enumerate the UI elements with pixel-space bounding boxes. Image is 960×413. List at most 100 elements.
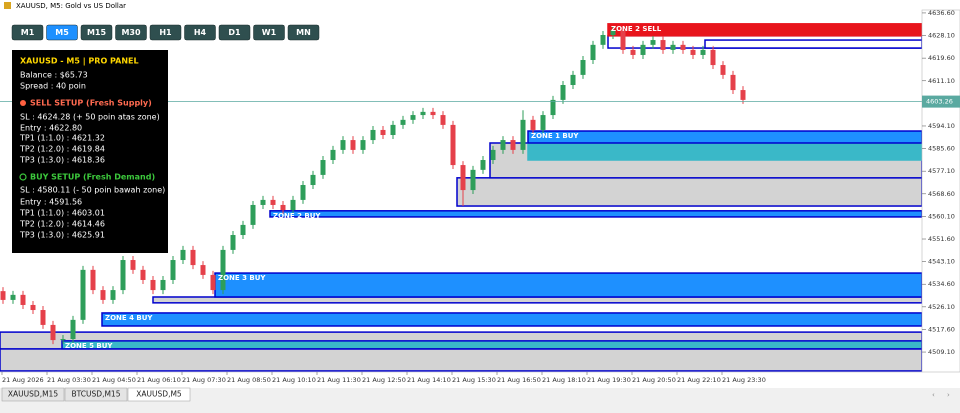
panel-bg bbox=[12, 50, 168, 253]
chart-tab-label[interactable]: BTCUSD,M15 bbox=[72, 390, 121, 399]
timeframe-label[interactable]: M30 bbox=[121, 28, 141, 37]
y-tick-label: 4585.60 bbox=[928, 145, 955, 153]
candle-body bbox=[250, 204, 256, 225]
candle-body bbox=[700, 49, 706, 55]
candle-body bbox=[480, 160, 486, 170]
candle-body bbox=[560, 85, 566, 100]
candle-body bbox=[730, 74, 736, 91]
zone-label: ZONE 5 BUY bbox=[65, 342, 113, 350]
y-tick-label: 4534.60 bbox=[928, 280, 955, 288]
x-tick-label: 21 Aug 08:50 bbox=[227, 376, 271, 384]
zone bbox=[527, 142, 923, 161]
timeframe-label[interactable]: W1 bbox=[262, 28, 277, 37]
x-tick-label: 21 Aug 10:10 bbox=[272, 376, 316, 384]
candle-body bbox=[330, 149, 336, 161]
x-tick-label: 21 Aug 19:30 bbox=[587, 376, 631, 384]
candle-body bbox=[500, 140, 506, 150]
candle-body bbox=[210, 274, 216, 291]
timeframe-label[interactable]: MN bbox=[296, 28, 311, 37]
candle-body bbox=[120, 260, 126, 291]
candle-body bbox=[720, 65, 726, 75]
timeframe-button[interactable] bbox=[253, 24, 285, 41]
bid-label: 4603.26 bbox=[926, 98, 953, 106]
timeframe-label[interactable]: H4 bbox=[194, 28, 207, 37]
zone-label: ZONE 1 SELL bbox=[708, 41, 759, 49]
panel-balance: Balance : $65.73 bbox=[20, 71, 88, 80]
x-tick-label: 21 Aug 06:10 bbox=[137, 376, 181, 384]
window-title: XAUUSD, M5: Gold vs US Dollar bbox=[16, 2, 126, 10]
candle-body bbox=[420, 111, 426, 116]
title-bar bbox=[0, 0, 960, 11]
x-tick-label: 21 Aug 11:30 bbox=[317, 376, 361, 384]
zone bbox=[61, 340, 923, 350]
x-tick-label: 21 Aug 20:50 bbox=[632, 376, 676, 384]
x-tick-label: 21 Aug 04:50 bbox=[92, 376, 136, 384]
chart-tab-label[interactable]: XAUUSD,M5 bbox=[136, 390, 182, 399]
candle-body bbox=[60, 339, 66, 341]
timeframe-bar: M1 M5 M15 M30 H1 H4 D1 W1 MN bbox=[11, 24, 320, 41]
timeframe-button[interactable] bbox=[287, 24, 320, 41]
candle-body bbox=[190, 249, 196, 266]
chart-tab[interactable] bbox=[127, 387, 191, 402]
candle-body bbox=[710, 49, 716, 66]
candle-body bbox=[300, 185, 306, 200]
timeframe-button[interactable] bbox=[184, 24, 216, 41]
zone bbox=[456, 177, 923, 207]
candle-body bbox=[100, 290, 106, 300]
x-tick-label: 21 Aug 18:10 bbox=[542, 376, 586, 384]
timeframe-button[interactable] bbox=[11, 24, 44, 41]
x-tick-label: 21 Aug 15:30 bbox=[452, 376, 496, 384]
timeframe-label[interactable]: H1 bbox=[159, 28, 172, 37]
candle-body bbox=[680, 44, 686, 50]
bid-label-bg bbox=[922, 95, 960, 108]
y-tick-label: 4619.60 bbox=[928, 54, 955, 62]
zone bbox=[527, 130, 923, 144]
candle-body bbox=[570, 74, 576, 86]
sell-line: TP2 (1:2.0) : 4619.84 bbox=[19, 145, 105, 154]
candle-body bbox=[310, 174, 316, 186]
buy-header: BUY SETUP (Fresh Demand) bbox=[30, 173, 155, 182]
buy-line: TP1 (1:1.0) : 4603.01 bbox=[19, 209, 105, 218]
candle-body bbox=[180, 249, 186, 261]
timeframe-button[interactable] bbox=[80, 24, 113, 41]
chart-tab[interactable] bbox=[64, 387, 128, 402]
candle-body bbox=[510, 140, 516, 150]
zone bbox=[214, 272, 923, 298]
candle-body bbox=[410, 115, 416, 120]
scroll-left[interactable]: ‹ bbox=[932, 391, 935, 399]
candle-body bbox=[450, 124, 456, 166]
candle-body bbox=[540, 115, 546, 130]
candle-body bbox=[130, 260, 136, 270]
x-tick-label: 21 Aug 07:30 bbox=[182, 376, 226, 384]
chart-tab-label[interactable]: XAUUSD,M15 bbox=[8, 390, 58, 399]
timeframe-label[interactable]: M1 bbox=[21, 28, 35, 37]
timeframe-button[interactable] bbox=[46, 24, 78, 41]
candle-body bbox=[550, 99, 556, 116]
y-tick-label: 4611.10 bbox=[928, 77, 955, 85]
candle-body bbox=[600, 35, 606, 45]
zone bbox=[269, 210, 923, 218]
candle-body bbox=[0, 291, 6, 300]
candle-body bbox=[660, 40, 666, 50]
candle-body bbox=[350, 140, 356, 150]
candle-body bbox=[10, 294, 16, 300]
timeframe-button[interactable] bbox=[115, 24, 147, 41]
timeframe-label[interactable]: M15 bbox=[87, 28, 107, 37]
candle-body bbox=[590, 44, 596, 61]
timeframe-button[interactable] bbox=[149, 24, 182, 41]
candle-body bbox=[260, 199, 266, 205]
timeframe-label[interactable]: M5 bbox=[55, 28, 69, 37]
candle-body bbox=[320, 160, 326, 175]
chart-tab[interactable] bbox=[1, 387, 65, 402]
sell-icon bbox=[20, 100, 26, 106]
app-icon bbox=[4, 2, 11, 9]
candle-body bbox=[340, 140, 346, 150]
candle-body bbox=[90, 269, 96, 291]
scroll-right[interactable]: › bbox=[947, 391, 950, 399]
y-tick-label: 4568.60 bbox=[928, 190, 955, 198]
candle-body bbox=[290, 199, 296, 211]
y-tick-label: 4526.10 bbox=[928, 303, 955, 311]
panel-title: XAUUSD - M5 | PRO PANEL bbox=[20, 57, 139, 66]
timeframe-label[interactable]: D1 bbox=[228, 28, 241, 37]
timeframe-button[interactable] bbox=[218, 24, 251, 41]
